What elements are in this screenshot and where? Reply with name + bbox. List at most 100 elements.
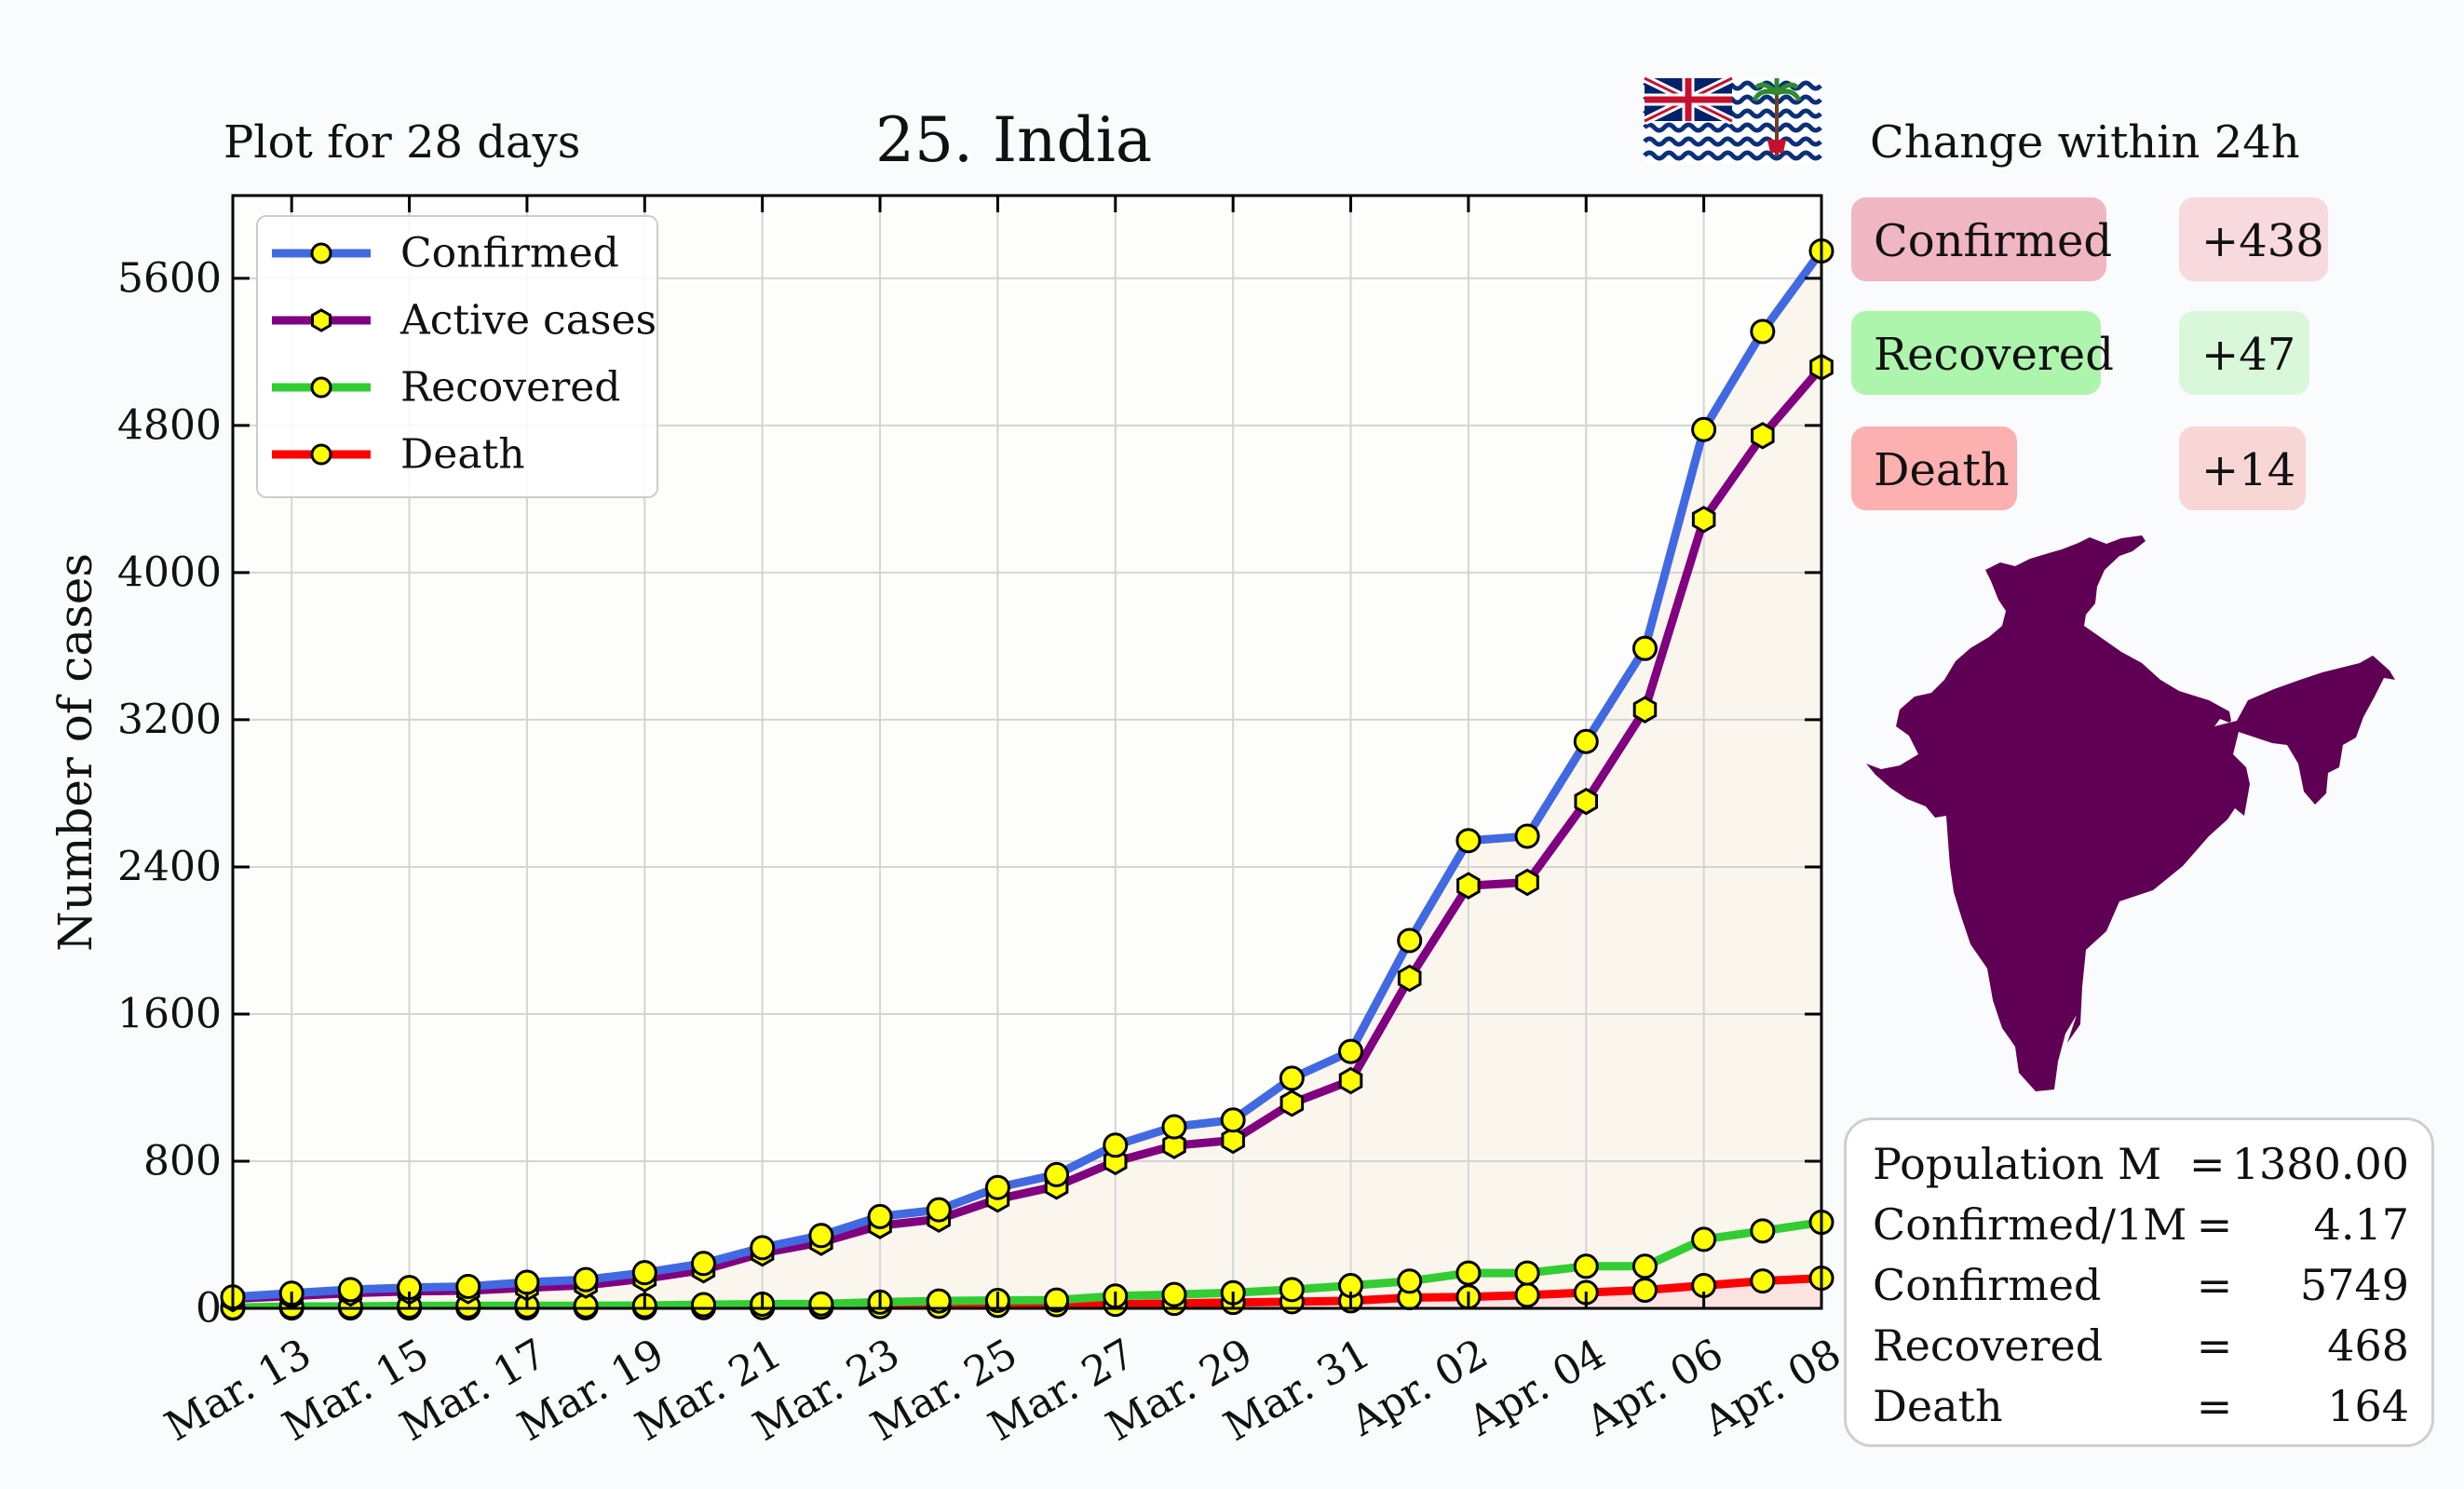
- active-cases-point: [1221, 1126, 1245, 1155]
- confirmed-point: [1338, 1038, 1364, 1064]
- confirmed-point: [1044, 1161, 1070, 1187]
- recovered-point: [1044, 1287, 1070, 1313]
- recovered-point: [1631, 1253, 1658, 1279]
- active-cases-point: [1397, 964, 1422, 993]
- stat-row-population: Population M = 1380.00: [1873, 1133, 2409, 1194]
- stat-equals: =: [2196, 1320, 2233, 1371]
- active-cases-point: [1456, 872, 1481, 900]
- recovered-point: [1573, 1253, 1599, 1279]
- active-cases-point: [1338, 1066, 1363, 1095]
- x-tick-label: Apr. 06: [1577, 1330, 1731, 1446]
- confirmed-point: [926, 1197, 952, 1223]
- confirmed-point: [1750, 318, 1776, 345]
- stat-label: Death: [1873, 1380, 2003, 1431]
- y-tick-label: 4000: [117, 548, 222, 596]
- confirmed-point: [1573, 728, 1599, 754]
- confirmed-legend-marker: [310, 242, 332, 264]
- recovered-legend-label: Recovered: [400, 364, 620, 412]
- y-tick-label: 2400: [117, 843, 222, 890]
- death-change-value: +14: [2179, 426, 2306, 510]
- stat-value: 5749: [2299, 1259, 2409, 1310]
- flag-wave-stripe: [1643, 122, 1822, 133]
- death-point: [1631, 1277, 1658, 1303]
- stat-label: Recovered: [1873, 1320, 2104, 1371]
- stat-label: Confirmed: [1873, 1259, 2102, 1310]
- y-tick-label: 0: [196, 1285, 222, 1333]
- recovered-series-line: [233, 1218, 1821, 1308]
- y-tick-label: 5600: [117, 254, 222, 302]
- confirmed-series-line: [233, 248, 1821, 1302]
- confirmed-point: [514, 1269, 540, 1295]
- change-panel-title: Change within 24h: [1870, 116, 2300, 169]
- confirmed-legend-label: Confirmed: [400, 230, 619, 277]
- recovered-legend-marker: [310, 376, 332, 399]
- death-point: [1750, 1268, 1776, 1294]
- y-axis-label: Number of cases: [48, 553, 102, 952]
- active-cases-point: [1279, 1090, 1305, 1117]
- stat-value: 1380.00: [2231, 1138, 2409, 1189]
- confirmed-point: [1631, 635, 1658, 661]
- recovered-point: [1279, 1277, 1305, 1303]
- x-tick-label: Apr. 04: [1460, 1330, 1614, 1446]
- confirmed-point: [1514, 823, 1540, 849]
- recovered-point: [926, 1288, 952, 1314]
- active-cases-point: [1632, 696, 1658, 724]
- confirmed-area-fill: [233, 250, 1821, 1308]
- x-tick-label: Apr. 08: [1695, 1330, 1848, 1446]
- confirmed-point: [690, 1251, 716, 1277]
- confirmed-point: [984, 1174, 1010, 1200]
- active-cases-point: [1515, 868, 1539, 897]
- recovered-point: [1455, 1260, 1482, 1286]
- y-tick-label: 1600: [117, 990, 222, 1037]
- stat-label: Population M: [1873, 1138, 2162, 1189]
- stat-row-confirmed: Confirmed = 5749: [1873, 1254, 2409, 1315]
- x-tick-label: Apr. 02: [1342, 1330, 1496, 1446]
- death-point: [1514, 1282, 1540, 1308]
- confirmed-point: [1103, 1132, 1129, 1158]
- recovered-point: [808, 1291, 834, 1317]
- chart-title: 25. India: [875, 104, 1153, 176]
- death-change-label: Death: [1851, 426, 2017, 510]
- recovered-point: [1691, 1226, 1717, 1252]
- recovered-point: [1397, 1268, 1423, 1294]
- active-cases-point: [1162, 1131, 1186, 1159]
- death-legend-marker: [310, 443, 332, 466]
- confirmed-point: [337, 1277, 363, 1303]
- confirmed-point: [1279, 1065, 1305, 1091]
- confirmed-point: [750, 1235, 776, 1261]
- stat-equals: =: [2196, 1198, 2233, 1250]
- confirmed-point: [808, 1223, 834, 1249]
- flag-wave-stripe: [1643, 150, 1822, 161]
- stat-equals: =: [2196, 1380, 2233, 1431]
- plot-frame: [231, 194, 1823, 1310]
- stat-row-recovered: Recovered = 468: [1873, 1315, 2409, 1375]
- death-legend-label: Death: [400, 431, 525, 479]
- confirmed-point: [1691, 416, 1717, 442]
- confirmed-change-label: Confirmed: [1851, 197, 2112, 281]
- chart-legend: Confirmed Active cases Recovered Death: [256, 215, 658, 498]
- india-map-icon: [1866, 535, 2395, 1091]
- recovered-point: [1514, 1260, 1540, 1286]
- stat-equals: =: [2196, 1259, 2233, 1310]
- confirmed-point: [1397, 927, 1423, 954]
- confirmed-point: [1455, 828, 1482, 854]
- y-tick-label: 4800: [117, 401, 222, 449]
- active-cases-point: [1751, 422, 1775, 450]
- stat-value: 4.17: [2313, 1198, 2409, 1250]
- y-tick-label: 3200: [117, 696, 222, 743]
- stat-value: 164: [2327, 1380, 2409, 1431]
- active-cases-series-line: [233, 364, 1821, 1304]
- active-cases-point: [1574, 787, 1598, 816]
- confirmed-point: [867, 1203, 893, 1229]
- recovered-change-label: Recovered: [1851, 311, 2114, 395]
- confirmed-point: [1161, 1114, 1187, 1140]
- recovered-point: [1161, 1281, 1187, 1307]
- confirmed-change-value: +438: [2179, 197, 2328, 281]
- recovered-point: [1750, 1218, 1776, 1244]
- confirmed-point: [1220, 1107, 1246, 1133]
- stats-panel: Population M = 1380.00 Confirmed/1M = 4.…: [1844, 1117, 2434, 1447]
- recovered-point: [690, 1292, 716, 1318]
- chart-subtitle: Plot for 28 days: [223, 116, 581, 169]
- stat-equals: =: [2189, 1138, 2226, 1189]
